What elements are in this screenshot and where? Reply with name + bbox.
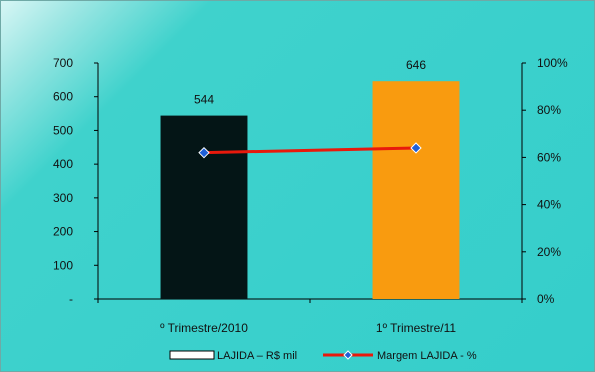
left-tick-label: 600 [53,90,73,104]
legend-line-label: Margem LAJIDA - % [377,350,477,362]
margin-point [410,142,422,154]
right-tick-label: 80% [537,103,561,117]
right-tick-label: 60% [537,150,561,164]
category-label: º Trimestre/2010 [160,321,248,335]
left-tick-label: 500 [53,123,73,137]
bar [372,81,460,299]
left-tick-label: 300 [53,191,73,205]
legend-bar-swatch [169,350,215,360]
left-tick-label: - [69,292,73,306]
bar-data-label: 646 [406,58,426,72]
right-tick-label: 40% [537,198,561,212]
legend-line-marker [343,350,353,360]
bar [160,115,248,299]
left-tick-label: 700 [53,56,73,70]
right-tick-label: 100% [537,56,568,70]
margin-line [203,146,417,155]
margin-point [198,146,210,159]
right-tick-label: 0% [537,292,555,306]
left-tick-label: 200 [53,225,73,239]
category-label: 1º Trimestre/11 [376,321,457,335]
right-tick-label: 20% [537,245,561,259]
legend-bar-label: LAJIDA – R$ mil [217,350,297,362]
bar-data-label: 544 [194,93,214,107]
left-tick-label: 100 [53,258,73,272]
left-tick-label: 400 [53,157,73,171]
